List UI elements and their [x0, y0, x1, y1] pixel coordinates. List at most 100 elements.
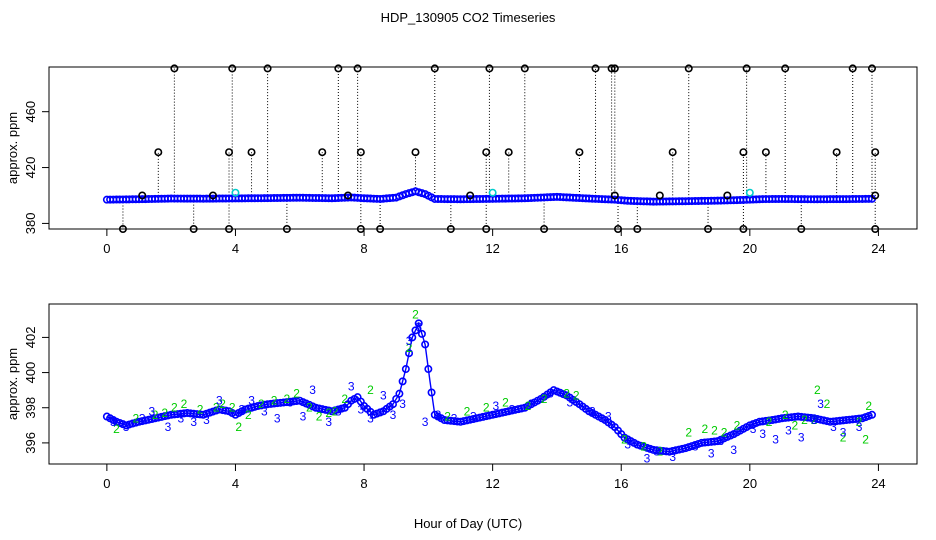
spike-high-point [228, 64, 237, 73]
series-2-symbol: 2 [573, 388, 580, 402]
series-3-symbol: 3 [300, 410, 307, 424]
bottom-y-tick-label: 396 [23, 432, 38, 454]
spike-high-point [520, 64, 529, 73]
spike-low-point [189, 225, 198, 234]
spike-mid-point [247, 148, 256, 157]
series-2-symbol: 2 [245, 408, 252, 422]
top-panel: approx. ppm 0 4 8 12 16 20 24 380 420 460 [5, 64, 918, 256]
series-2-symbol: 2 [341, 392, 348, 406]
series-3-symbol: 3 [203, 413, 210, 427]
series-2-symbol: 2 [685, 425, 692, 439]
top-x-tick-label: 8 [360, 241, 367, 256]
spike-mid-point [225, 148, 234, 157]
series-2-symbol: 2 [197, 402, 204, 416]
series-2-symbol: 2 [412, 308, 419, 322]
spike-high-point [867, 64, 876, 73]
series-2-symbol: 2 [444, 410, 451, 424]
series-2-symbol: 2 [734, 418, 741, 432]
series-3-symbol: 3 [547, 387, 554, 401]
bump-point [208, 191, 217, 200]
spike-low-point [482, 225, 491, 234]
series-3-symbol: 3 [422, 415, 429, 429]
series-2-symbol: 2 [325, 406, 332, 420]
series-2-symbol: 2 [213, 401, 220, 415]
series-2-symbol: 2 [235, 420, 242, 434]
series-3-symbol: 3 [772, 432, 779, 446]
series-3-symbol: 3 [367, 411, 374, 425]
series-2-symbol: 2 [721, 425, 728, 439]
series-3-symbol: 3 [399, 397, 406, 411]
trace-point [417, 329, 426, 338]
spike-low-point [739, 225, 748, 234]
series-2-symbol: 2 [332, 404, 339, 418]
bump-point [655, 191, 664, 200]
bottom-x-tick-label: 24 [871, 476, 885, 491]
series-2-symbol: 2 [856, 415, 863, 429]
series-3-symbol: 3 [415, 320, 422, 334]
spike-mid-point [411, 148, 420, 157]
spike-mid-point [871, 148, 880, 157]
top-x-tick-label: 0 [103, 241, 110, 256]
series-3-symbol: 3 [840, 425, 847, 439]
spike-low-point [633, 225, 642, 234]
series-2-symbol: 2 [316, 410, 323, 424]
spike-low-point [540, 225, 549, 234]
series-3-symbol: 3 [165, 420, 172, 434]
series-3-symbol: 3 [830, 420, 837, 434]
spike-low-point [225, 225, 234, 234]
series-3-symbol: 3 [798, 431, 805, 445]
series-3-symbol: 3 [451, 411, 458, 425]
bump-point [466, 191, 475, 200]
series-3-symbol: 3 [759, 427, 766, 441]
series-3-symbol: 3 [653, 445, 660, 459]
series-2-symbol: 2 [541, 392, 548, 406]
spike-high-point [610, 64, 619, 73]
bottom-x-tick-label: 8 [360, 476, 367, 491]
top-x-tick-label: 4 [232, 241, 239, 256]
series-3-symbol: 3 [856, 420, 863, 434]
series-2-symbol: 2 [701, 422, 708, 436]
top-plot-frame [48, 66, 918, 230]
spike-mid-point [482, 148, 491, 157]
series-2-symbol: 2 [862, 432, 869, 446]
series-2-symbol: 2 [766, 415, 773, 429]
spike-low-point [376, 225, 385, 234]
series-3-symbol: 3 [274, 411, 281, 425]
series-3-symbol: 3 [123, 420, 130, 434]
bump-point [723, 191, 732, 200]
series-3-symbol: 3 [248, 394, 255, 408]
series-2-symbol: 2 [464, 404, 471, 418]
baseline-point [864, 194, 873, 203]
top-data-marks [102, 64, 880, 234]
top-x-tick-label: 24 [871, 241, 885, 256]
spike-high-point [430, 64, 439, 73]
bump-point [138, 191, 147, 200]
series-2-symbol: 2 [293, 387, 300, 401]
trace-point [395, 389, 404, 398]
series-line [106, 321, 873, 453]
series-3-symbol: 3 [149, 404, 156, 418]
series-3-symbol: 3 [785, 424, 792, 438]
bottom-x-tick-label: 0 [103, 476, 110, 491]
bump-point [871, 191, 880, 200]
series-2-symbol: 2 [113, 422, 120, 436]
bump-point [343, 191, 352, 200]
spike-low-point [446, 225, 455, 234]
series-3-symbol: 3 [718, 434, 725, 448]
spike-high-point [848, 64, 857, 73]
series-3-symbol: 3 [528, 397, 535, 411]
series-2-symbol: 2 [621, 432, 628, 446]
bottom-x-tick-label: 20 [743, 476, 757, 491]
series-2-symbol: 2 [782, 408, 789, 422]
series-2-symbol: 2 [811, 413, 818, 427]
series-3-symbol: 3 [435, 408, 442, 422]
series-3-symbol: 3 [287, 395, 294, 409]
cyan-point [745, 188, 754, 197]
series-2-symbol: 2 [656, 445, 663, 459]
trace-point [398, 377, 407, 386]
series-2-symbol: 2 [219, 397, 226, 411]
series-2-symbol: 2 [563, 387, 570, 401]
series-2-symbol: 2 [865, 399, 872, 413]
bottom-y-tick-label: 398 [23, 397, 38, 419]
